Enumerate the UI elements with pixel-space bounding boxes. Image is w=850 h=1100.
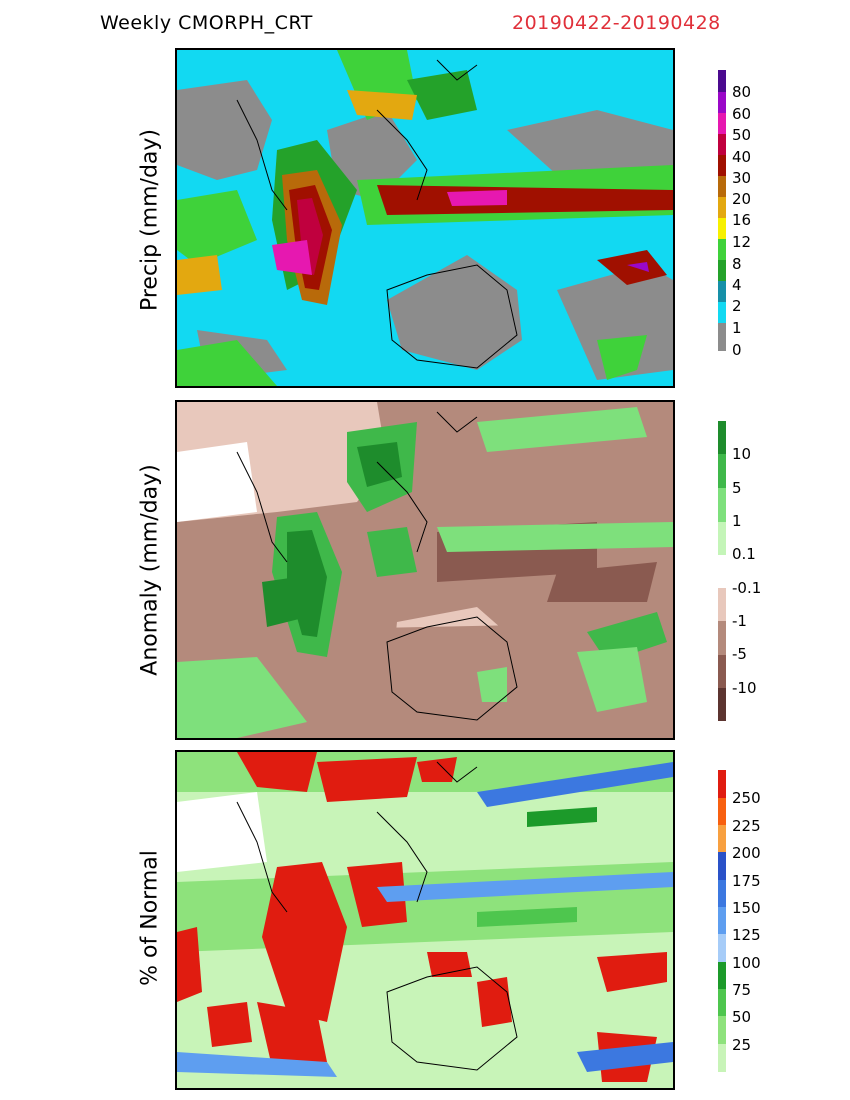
cbar-seg [718,302,726,323]
percent-normal-axis-label: % of Normal [137,850,163,986]
colorbar-tick-label: 150 [732,899,761,917]
colorbar-tick-label: 5 [732,479,742,497]
cbar-seg [718,1016,726,1044]
cbar-seg [718,934,726,962]
date-range: 20190422-20190428 [512,12,721,34]
anomaly-colorbar [718,421,726,721]
colorbar-tick-label: 60 [732,105,752,123]
colorbar-tick-label: 40 [732,148,752,166]
cbar-seg [718,621,726,655]
cbar-seg [718,852,726,880]
cbar-seg [718,92,726,113]
colorbar-tick-label: 80 [732,83,752,101]
cbar-seg [718,989,726,1016]
cbar-seg [718,880,726,907]
cbar-seg [718,218,726,239]
colorbar-tick-label: 50 [732,1008,752,1026]
colorbar-tick-label: 0.1 [732,545,756,563]
colorbar-tick-label: 2 [732,297,742,315]
cbar-seg [718,655,726,688]
colorbar-tick-label: 10 [732,445,752,463]
cbar-seg [718,555,726,588]
cbar-seg [718,260,726,281]
product-title: Weekly CMORPH_CRT [100,12,313,34]
cbar-seg [718,134,726,155]
cbar-seg [718,176,726,197]
colorbar-tick-label: 250 [732,789,761,807]
colorbar-tick-label: 16 [732,211,752,229]
cbar-seg [718,421,726,454]
colorbar-tick-label: 75 [732,981,752,999]
colorbar-tick-label: 1 [732,319,742,337]
colorbar-tick-label: 25 [732,1036,752,1054]
colorbar-tick-label: -5 [732,645,747,663]
anomaly-axis-label: Anomaly (mm/day) [137,464,163,676]
percent-normal-map [175,750,675,1090]
cbar-seg [718,770,726,798]
cbar-seg [718,70,726,92]
cbar-seg [718,907,726,934]
colorbar-tick-label: 1 [732,512,742,530]
colorbar-tick-label: 100 [732,954,761,972]
cbar-seg [718,588,726,621]
cbar-seg [718,197,726,218]
percent-normal-colorbar [718,770,726,1072]
cbar-seg [718,323,726,351]
colorbar-tick-label: 4 [732,276,742,294]
cbar-seg [718,825,726,852]
colorbar-tick-label: 175 [732,872,761,890]
precip-map [175,48,675,388]
colorbar-tick-label: 12 [732,233,752,251]
cbar-seg [718,688,726,721]
cbar-seg [718,113,726,134]
cbar-seg [718,522,726,555]
cbar-seg [718,1044,726,1072]
anomaly-map [175,400,675,740]
cbar-seg [718,239,726,260]
colorbar-tick-label: 200 [732,844,761,862]
colorbar-tick-label: 0 [732,341,742,359]
cbar-seg [718,281,726,302]
cbar-seg [718,454,726,488]
precip-axis-label: Precip (mm/day) [137,128,163,312]
colorbar-tick-label: -10 [732,679,757,697]
colorbar-tick-label: 20 [732,190,752,208]
colorbar-tick-label: 30 [732,169,752,187]
cbar-seg [718,155,726,176]
colorbar-tick-label: 225 [732,817,761,835]
colorbar-tick-label: 125 [732,926,761,944]
cbar-seg [718,962,726,989]
cbar-seg [718,798,726,825]
colorbar-tick-label: -0.1 [732,579,762,597]
colorbar-tick-label: 8 [732,255,742,273]
cbar-seg [718,488,726,522]
precip-colorbar [718,70,726,372]
colorbar-tick-label: -1 [732,612,747,630]
colorbar-tick-label: 50 [732,126,752,144]
